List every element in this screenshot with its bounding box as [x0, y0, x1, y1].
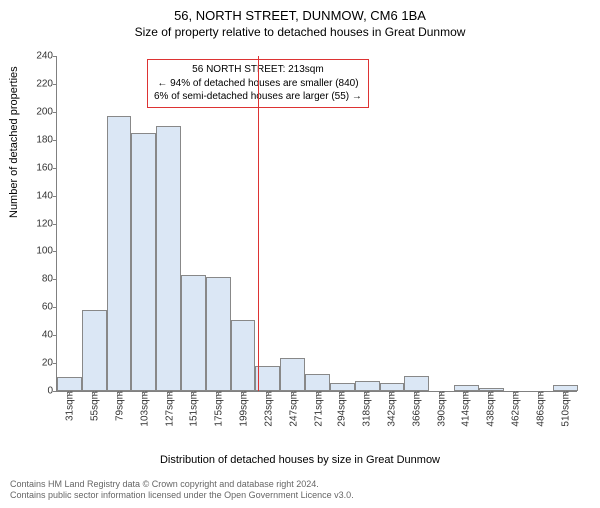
x-tick-mark [490, 391, 491, 395]
histogram-bar [82, 310, 107, 391]
x-tick-mark [169, 391, 170, 395]
x-tick-mark [119, 391, 120, 395]
y-tick-mark [53, 56, 57, 57]
x-tick-mark [366, 391, 367, 395]
y-tick-mark [53, 307, 57, 308]
x-tick-label: 294sqm [335, 391, 348, 427]
histogram-bar [206, 277, 231, 391]
x-tick-mark [293, 391, 294, 395]
histogram-bar [479, 388, 504, 391]
x-tick-mark [193, 391, 194, 395]
y-tick-mark [53, 391, 57, 392]
histogram-bar [280, 358, 305, 392]
histogram-bar [454, 385, 479, 391]
y-tick-mark [53, 140, 57, 141]
y-tick-mark [53, 112, 57, 113]
x-tick-label: 390sqm [434, 391, 447, 427]
x-tick-label: 199sqm [237, 391, 250, 427]
histogram-bar [231, 320, 256, 391]
histogram-bar [57, 377, 82, 391]
x-tick-label: 223sqm [261, 391, 274, 427]
x-tick-mark [540, 391, 541, 395]
x-tick-label: 79sqm [113, 391, 126, 421]
x-tick-label: 510sqm [558, 391, 571, 427]
x-tick-label: 462sqm [508, 391, 521, 427]
x-tick-label: 486sqm [533, 391, 546, 427]
x-tick-mark [218, 391, 219, 395]
histogram-bar [255, 366, 280, 391]
x-tick-label: 342sqm [384, 391, 397, 427]
x-tick-label: 366sqm [409, 391, 422, 427]
y-axis-label: Number of detached properties [8, 66, 20, 218]
x-tick-label: 318sqm [360, 391, 373, 427]
y-tick-mark [53, 84, 57, 85]
y-tick-mark [53, 196, 57, 197]
x-tick-mark [465, 391, 466, 395]
x-tick-label: 31sqm [63, 391, 76, 421]
x-tick-label: 127sqm [162, 391, 175, 427]
x-axis-label: Distribution of detached houses by size … [0, 454, 600, 466]
chart-title-sub: Size of property relative to detached ho… [0, 25, 600, 39]
x-tick-mark [94, 391, 95, 395]
histogram-bar [380, 383, 405, 391]
x-tick-label: 151sqm [187, 391, 200, 427]
histogram-bar [355, 381, 380, 391]
histogram-bar [404, 376, 429, 391]
histogram-bar [131, 133, 156, 391]
y-tick-mark [53, 363, 57, 364]
x-tick-mark [441, 391, 442, 395]
x-tick-mark [565, 391, 566, 395]
x-tick-mark [391, 391, 392, 395]
x-tick-mark [69, 391, 70, 395]
x-tick-mark [243, 391, 244, 395]
histogram-bar [330, 383, 355, 391]
x-tick-mark [318, 391, 319, 395]
x-tick-mark [515, 391, 516, 395]
footer-line2: Contains public sector information licen… [10, 490, 354, 502]
histogram-bar [305, 374, 330, 391]
x-tick-mark [268, 391, 269, 395]
x-tick-label: 247sqm [286, 391, 299, 427]
histogram-bar [553, 385, 578, 391]
histogram-bar [156, 126, 181, 391]
x-tick-label: 271sqm [311, 391, 324, 427]
x-tick-label: 103sqm [137, 391, 150, 427]
x-tick-label: 438sqm [484, 391, 497, 427]
x-tick-mark [341, 391, 342, 395]
y-tick-mark [53, 251, 57, 252]
x-tick-label: 175sqm [212, 391, 225, 427]
x-tick-mark [416, 391, 417, 395]
x-tick-label: 55sqm [88, 391, 101, 421]
chart-title-main: 56, NORTH STREET, DUNMOW, CM6 1BA [0, 8, 600, 23]
y-tick-mark [53, 335, 57, 336]
footer-line1: Contains HM Land Registry data © Crown c… [10, 479, 354, 491]
histogram-bar [181, 275, 206, 391]
footer-text: Contains HM Land Registry data © Crown c… [10, 479, 354, 502]
x-tick-mark [144, 391, 145, 395]
reference-line [258, 56, 259, 391]
y-tick-mark [53, 279, 57, 280]
y-tick-mark [53, 168, 57, 169]
y-tick-mark [53, 224, 57, 225]
x-tick-label: 414sqm [459, 391, 472, 427]
histogram-bar [107, 116, 132, 391]
chart-plot-area: 56 NORTH STREET: 213sqm ← 94% of detache… [56, 56, 577, 392]
